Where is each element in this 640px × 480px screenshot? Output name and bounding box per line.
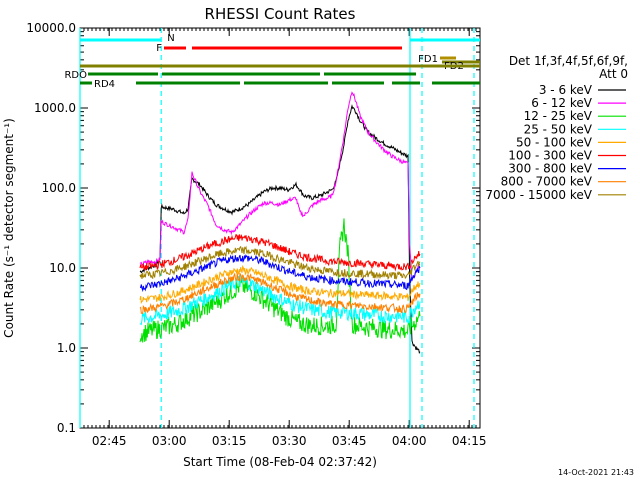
- legend-label: 12 - 25 keV: [524, 109, 593, 123]
- y-tick-label: 1.0: [57, 341, 76, 355]
- flag-bar-label: RD4: [94, 79, 115, 90]
- flag-bar-label: F: [156, 43, 162, 54]
- x-tick-label: 04:00: [392, 434, 427, 448]
- y-tick-label: 100.0: [42, 181, 76, 195]
- series-line: [139, 245, 421, 280]
- legend-subtitle: Att 0: [599, 67, 628, 81]
- flag-bar-label: N: [167, 33, 174, 44]
- flag-bar-label: FD1: [418, 54, 438, 65]
- legend-label: 50 - 100 keV: [516, 135, 593, 149]
- x-tick-label: 02:45: [92, 434, 127, 448]
- x-tick-label: 03:30: [272, 434, 307, 448]
- y-tick-label: 10000.0: [26, 21, 76, 35]
- x-tick-label: 04:15: [452, 434, 487, 448]
- series-line: [139, 254, 421, 293]
- y-tick-label: 10.0: [49, 261, 76, 275]
- legend-title: Det 1f,3f,4f,5f,6f,9f,: [509, 54, 628, 68]
- x-tick-label: 03:00: [152, 434, 187, 448]
- legend-label: 3 - 6 keV: [539, 83, 593, 97]
- legend-label: 7000 - 15000 keV: [485, 188, 592, 202]
- legend-label: 6 - 12 keV: [531, 96, 593, 110]
- footer-date: 14-Oct-2021 21:43: [558, 468, 634, 477]
- series-lines: [139, 91, 421, 354]
- x-axis-label: Start Time (08-Feb-04 02:37:42): [183, 455, 377, 469]
- x-tick-label: 03:45: [332, 434, 367, 448]
- y-axis: 0.1 1.0 10.0 100.0 1000.0 10000.0: [26, 21, 480, 435]
- legend-label: 800 - 7000 keV: [501, 175, 593, 189]
- legend-label: 25 - 50 keV: [524, 122, 593, 136]
- legend-label: 100 - 300 keV: [508, 149, 592, 163]
- y-tick-label: 1000.0: [34, 101, 76, 115]
- series-line: [139, 274, 421, 326]
- flag-bars: NFFD1FD2RDORD4: [64, 33, 480, 90]
- chart-title: RHESSI Count Rates: [205, 5, 356, 23]
- legend: Det 1f,3f,4f,5f,6f,9f, Att 0 3 - 6 keV6 …: [485, 54, 628, 202]
- x-axis: 02:45 03:00 03:15 03:30 03:45 04:00 04:15: [79, 28, 487, 448]
- series-line: [139, 264, 421, 305]
- x-tick-label: 03:15: [212, 434, 247, 448]
- series-line: [139, 234, 421, 272]
- y-axis-label: Count Rate (s⁻¹ detector segment⁻¹): [2, 118, 16, 338]
- legend-label: 300 - 800 keV: [508, 162, 592, 176]
- y-tick-label: 0.1: [57, 421, 76, 435]
- series-line: [139, 91, 421, 281]
- flag-bar-label: RDO: [64, 70, 87, 81]
- series-line: [139, 272, 421, 314]
